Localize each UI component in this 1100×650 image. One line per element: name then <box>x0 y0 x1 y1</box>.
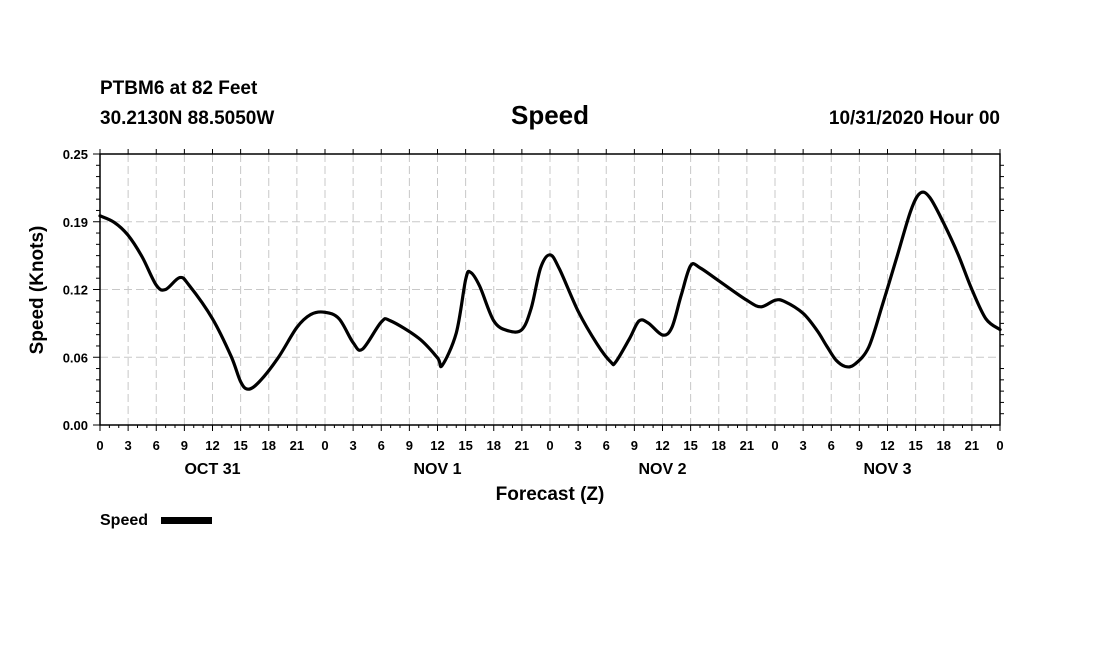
legend-swatch <box>161 517 212 524</box>
y-tick-label: 0.25 <box>63 147 88 162</box>
station-label: PTBM6 at 82 Feet <box>100 78 258 99</box>
x-tick-label: 15 <box>908 438 922 453</box>
x-tick-label: 18 <box>487 438 501 453</box>
x-tick-label: 21 <box>290 438 304 453</box>
y-tick-label: 0.06 <box>63 350 88 365</box>
x-tick-label: 21 <box>965 438 979 453</box>
x-tick-label: 0 <box>771 438 778 453</box>
x-tick-label: 21 <box>515 438 529 453</box>
x-tick-label: 6 <box>828 438 835 453</box>
x-tick-label: 12 <box>205 438 219 453</box>
plot-frame <box>99 153 1001 426</box>
y-tick-label: 0.19 <box>63 215 88 230</box>
x-tick-label: 18 <box>937 438 951 453</box>
y-tick-label: 0.12 <box>63 283 88 298</box>
x-tick-label: 6 <box>153 438 160 453</box>
x-tick-label: 15 <box>683 438 697 453</box>
x-tick-label: 6 <box>378 438 385 453</box>
datetime-label: 10/31/2020 Hour 00 <box>829 108 1000 129</box>
chart-title: Speed <box>511 100 589 130</box>
x-tick-label: 9 <box>181 438 188 453</box>
series-lines <box>98 190 1002 391</box>
x-tick-label: 9 <box>631 438 638 453</box>
x-tick-label: 18 <box>712 438 726 453</box>
x-tick-label: 0 <box>321 438 328 453</box>
x-tick-label: 3 <box>800 438 807 453</box>
coords-label: 30.2130N 88.5050W <box>100 108 274 129</box>
x-tick-label: 12 <box>655 438 669 453</box>
date-label: OCT 31 <box>184 461 240 478</box>
x-tick-label: 9 <box>406 438 413 453</box>
x-axis-label: Forecast (Z) <box>496 484 605 505</box>
x-tick-label: 3 <box>125 438 132 453</box>
x-tick-label: 21 <box>740 438 754 453</box>
x-tick-label: 0 <box>996 438 1003 453</box>
x-tick-label: 3 <box>350 438 357 453</box>
x-tick-label: 0 <box>96 438 103 453</box>
date-label: NOV 3 <box>863 461 911 478</box>
x-tick-label: 12 <box>880 438 894 453</box>
date-labels: OCT 31 NOV 1 NOV 2 NOV 3 <box>184 461 911 478</box>
x-tick-label: 12 <box>430 438 444 453</box>
speed-series-line <box>98 190 1002 391</box>
x-tick-label: 3 <box>575 438 582 453</box>
date-label: NOV 1 <box>413 461 461 478</box>
y-tick-labels: 0.00 0.06 0.12 0.19 0.25 <box>63 147 88 433</box>
grid-lines <box>100 154 1000 425</box>
x-tick-label: 6 <box>603 438 610 453</box>
x-tick-label: 15 <box>458 438 472 453</box>
legend-label: Speed <box>100 512 148 529</box>
x-tick-label: 15 <box>233 438 247 453</box>
date-label: NOV 2 <box>638 461 686 478</box>
x-tick-label: 0 <box>546 438 553 453</box>
x-tick-labels: 0 3 6 9 12 15 18 21 0 3 6 9 12 15 18 21 0 3 6 9 12 15 18 21 0 3 6 9… <box>96 438 1003 453</box>
legend: Speed <box>100 512 212 529</box>
x-tick-label: 9 <box>856 438 863 453</box>
x-tick-label: 18 <box>262 438 276 453</box>
y-tick-label: 0.00 <box>63 418 88 433</box>
y-axis-label: Speed (Knots) <box>27 226 48 355</box>
